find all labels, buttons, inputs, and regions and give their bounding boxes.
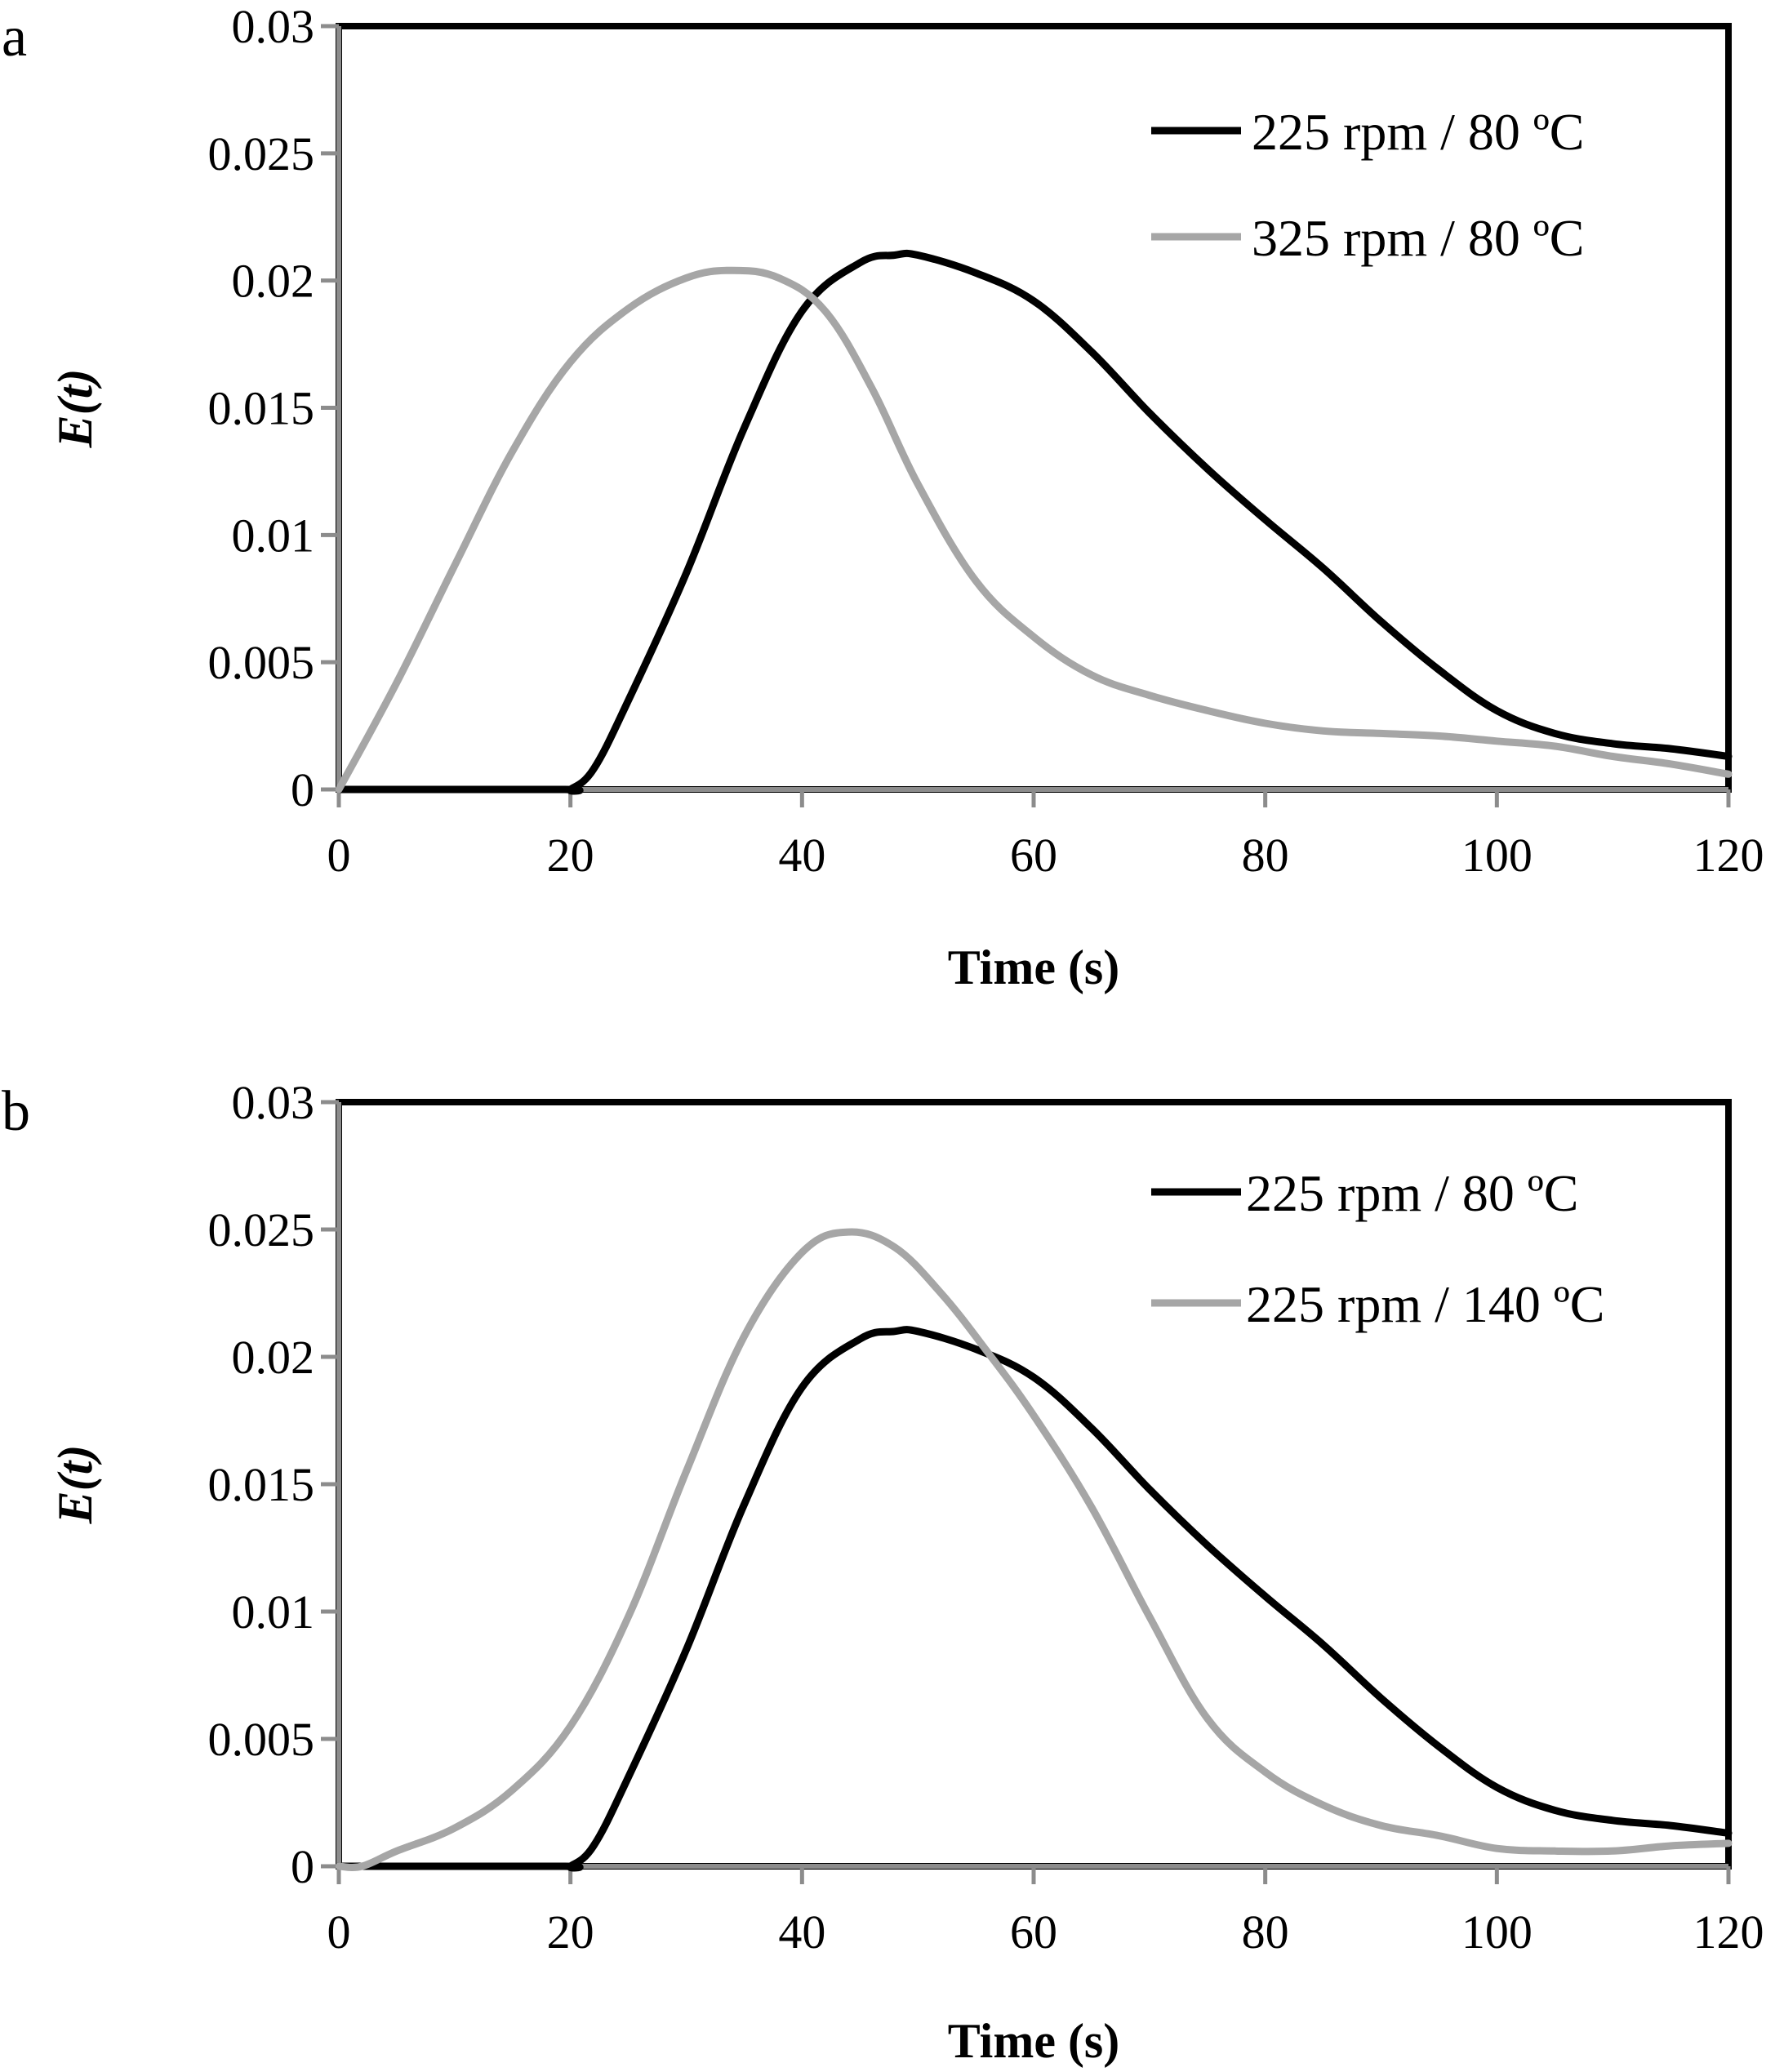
legend: 225 rpm / 80 ºC 325 rpm / 80 ºC <box>1151 103 1584 267</box>
y-tick-label: 0 <box>291 763 314 816</box>
x-tick-label: 60 <box>1010 1905 1057 1959</box>
series-line-secondary <box>335 1228 1733 1871</box>
x-tick-label: 120 <box>1693 1905 1764 1959</box>
x-tick-label: 20 <box>547 829 594 882</box>
legend-label-225rpm-80c: 225 rpm / 80 ºC <box>1246 1164 1578 1222</box>
series-line-primary <box>335 249 1733 795</box>
y-tick-label: 0.02 <box>232 1331 315 1384</box>
y-tick-label: 0.01 <box>232 1585 315 1638</box>
panel-b: b 0 0.005 0.01 0.015 0.02 0.025 0.03 0 20 40 60 80… <box>2 1076 1764 2068</box>
legend-label-225rpm-140c: 225 rpm / 140 ºC <box>1246 1275 1604 1333</box>
y-ticks: 0 0.005 0.01 0.015 0.02 0.025 0.03 <box>208 1076 339 1893</box>
x-tick-label: 80 <box>1242 1905 1289 1959</box>
y-axis-title: E(t) <box>48 1445 102 1525</box>
x-tick-label: 0 <box>327 829 351 882</box>
series-line-primary <box>335 1326 1733 1872</box>
x-axis-title: Time (s) <box>948 2014 1120 2068</box>
legend-label-225rpm-80c: 225 rpm / 80 ºC <box>1252 103 1584 161</box>
y-tick-label: 0.005 <box>208 1713 315 1766</box>
x-tick-label: 60 <box>1010 829 1057 882</box>
y-axis-title: E(t) <box>48 369 102 449</box>
x-tick-label: 40 <box>778 1905 825 1959</box>
x-tick-label: 120 <box>1693 829 1764 882</box>
y-tick-label: 0.025 <box>208 1203 315 1256</box>
legend: 225 rpm / 80 ºC 225 rpm / 140 ºC <box>1151 1164 1604 1333</box>
y-tick-label: 0.01 <box>232 509 315 562</box>
x-ticks: 0 20 40 60 80 100 120 <box>327 1866 1764 1959</box>
x-tick-label: 80 <box>1242 829 1289 882</box>
y-tick-label: 0.015 <box>208 1458 315 1511</box>
x-ticks: 0 20 40 60 80 100 120 <box>327 789 1764 882</box>
legend-label-325rpm-80c: 325 rpm / 80 ºC <box>1252 209 1584 267</box>
y-tick-label: 0.03 <box>232 1076 315 1129</box>
y-tick-label: 0.005 <box>208 636 315 689</box>
panel-label: a <box>2 6 27 69</box>
series-line-secondary <box>335 266 1733 794</box>
x-axis-title: Time (s) <box>948 940 1120 994</box>
y-ticks: 0 0.005 0.01 0.015 0.02 0.025 0.03 <box>208 0 339 816</box>
x-tick-label: 100 <box>1461 829 1533 882</box>
y-tick-label: 0.025 <box>208 127 315 180</box>
x-tick-label: 40 <box>778 829 825 882</box>
series-layer <box>335 1228 1733 1872</box>
x-tick-label: 100 <box>1461 1905 1533 1959</box>
y-tick-label: 0.015 <box>208 382 315 435</box>
y-tick-label: 0 <box>291 1840 314 1893</box>
y-tick-label: 0.03 <box>232 0 315 53</box>
panel-a: a 0 0.005 0.01 0.015 0.02 0.025 0.03 0 20 40 60 80… <box>2 0 1764 994</box>
panel-label: b <box>2 1080 30 1143</box>
series-layer <box>335 249 1733 795</box>
y-tick-label: 0.02 <box>232 255 315 308</box>
x-tick-label: 0 <box>327 1905 351 1959</box>
x-tick-label: 20 <box>547 1905 594 1959</box>
